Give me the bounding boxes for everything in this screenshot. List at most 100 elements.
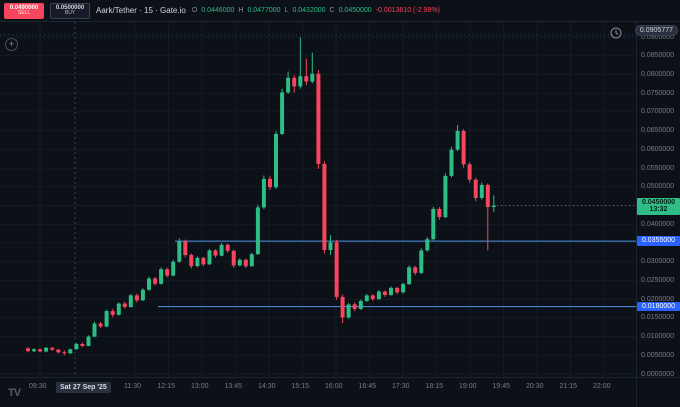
time-tick-label: 21:15 bbox=[559, 383, 578, 390]
candle bbox=[407, 265, 412, 285]
candle bbox=[401, 282, 406, 294]
alert-clock-icon[interactable] bbox=[610, 26, 622, 44]
symbol-title[interactable]: Aark/Tether · 15 · Gate.io bbox=[96, 6, 186, 15]
candle bbox=[292, 75, 297, 93]
price-tick-label: 0.0050000 bbox=[641, 351, 675, 359]
last-price-badge: 0.0450000 13:32 bbox=[637, 197, 680, 215]
candle bbox=[461, 129, 466, 168]
price-tick-label: 0.0900000 bbox=[641, 33, 675, 41]
candle bbox=[195, 256, 200, 268]
candle bbox=[68, 348, 73, 354]
candle bbox=[86, 335, 91, 347]
candle bbox=[322, 161, 327, 254]
candle bbox=[26, 347, 30, 353]
price-tick-label: 0.0150000 bbox=[641, 314, 675, 322]
candle bbox=[110, 308, 115, 318]
alert-price-badge[interactable]: 0.0905777 bbox=[634, 25, 678, 36]
candle bbox=[370, 294, 375, 301]
candle bbox=[219, 242, 224, 257]
candle bbox=[44, 347, 49, 353]
candle bbox=[153, 277, 158, 286]
price-tick-label: 0.0550000 bbox=[641, 164, 675, 172]
candle bbox=[419, 248, 424, 274]
candle bbox=[443, 173, 448, 219]
high-label: H bbox=[238, 7, 244, 14]
candle bbox=[255, 204, 260, 255]
time-tick-label: 13:45 bbox=[224, 383, 243, 390]
candle bbox=[231, 249, 236, 268]
price-tick-label: 0.0300000 bbox=[641, 258, 675, 266]
candle bbox=[92, 321, 97, 338]
price-tick-label: 0.0500000 bbox=[641, 183, 675, 191]
price-tick-label: 0.0600000 bbox=[641, 145, 675, 153]
candle bbox=[280, 88, 285, 136]
candle bbox=[274, 131, 278, 189]
time-tick-label: 19:00 bbox=[459, 383, 477, 390]
level-price-badge[interactable]: 0.0180000 bbox=[637, 301, 680, 312]
buy-button[interactable]: 0.0500000 BUY bbox=[50, 2, 90, 19]
low-value: 0.0432000 bbox=[292, 7, 326, 14]
price-tick-label: 0.0850000 bbox=[641, 52, 675, 60]
time-tick-label: 16:45 bbox=[358, 383, 377, 390]
candle bbox=[268, 176, 272, 190]
tradingview-logo[interactable]: TV bbox=[8, 387, 21, 399]
time-tick-label: 16:00 bbox=[325, 383, 343, 390]
candle bbox=[358, 299, 363, 310]
candle bbox=[473, 177, 478, 201]
candle bbox=[159, 267, 164, 285]
price-tick-label: 0.0750000 bbox=[641, 89, 675, 97]
candle bbox=[140, 288, 145, 301]
candle bbox=[249, 252, 254, 267]
candle bbox=[165, 267, 170, 278]
price-tick-label: 0.0100000 bbox=[641, 333, 675, 341]
candle bbox=[491, 195, 496, 213]
price-tick-label: 0.0700000 bbox=[641, 108, 675, 116]
candle bbox=[334, 240, 339, 300]
candle bbox=[310, 52, 315, 84]
time-tick-label: 12:15 bbox=[157, 383, 176, 390]
candle bbox=[340, 294, 345, 324]
time-tick-label: 11:30 bbox=[124, 383, 141, 390]
price-tick-label: 0.0400000 bbox=[641, 220, 675, 228]
level-price-badge[interactable]: 0.0355000 bbox=[637, 236, 680, 246]
time-axis[interactable]: Sat 27 Sep '25 09:30 11:30 12:15 13:00 13:45… bbox=[0, 377, 637, 407]
candle bbox=[261, 175, 266, 210]
candle bbox=[237, 258, 242, 267]
time-tick-label: 19:45 bbox=[492, 383, 511, 390]
candle bbox=[389, 286, 393, 296]
candle bbox=[62, 350, 67, 356]
low-label: L bbox=[284, 7, 289, 14]
sell-button[interactable]: 0.0490000 SELL bbox=[4, 2, 44, 19]
time-tick-label: 18:15 bbox=[425, 383, 444, 390]
candle bbox=[243, 258, 248, 268]
price-tick-label: 0.0650000 bbox=[641, 127, 675, 135]
time-tick-label: 09:30 bbox=[29, 383, 47, 390]
time-tick-label: 20:30 bbox=[526, 383, 544, 390]
ohlc-legend: O 0.0446000 H 0.0477000 L 0.0432000 C 0.… bbox=[192, 7, 440, 14]
candle bbox=[171, 259, 176, 277]
plus-icon[interactable]: + bbox=[5, 38, 18, 51]
candle bbox=[225, 243, 230, 253]
candle bbox=[304, 58, 309, 86]
candle bbox=[346, 302, 351, 319]
sell-price: 0.0490000 bbox=[9, 5, 39, 11]
candle bbox=[455, 125, 460, 152]
change-value: -0.0013810 (-2.98%) bbox=[375, 7, 440, 14]
time-tick-label: 17:30 bbox=[392, 383, 410, 390]
top-toolbar: 0.0490000 SELL 0.0500000 BUY Aark/Tether… bbox=[0, 0, 680, 22]
candle bbox=[425, 237, 430, 252]
price-tick-label: 0.0250000 bbox=[641, 276, 675, 284]
buy-label: BUY bbox=[64, 10, 76, 16]
date-badge: Sat 27 Sep '25 bbox=[56, 382, 111, 393]
candle bbox=[328, 235, 333, 255]
candle bbox=[413, 265, 418, 276]
candle bbox=[98, 322, 103, 329]
candle bbox=[116, 302, 121, 316]
last-price-value: 0.0450000 bbox=[641, 198, 676, 206]
sell-label: SELL bbox=[17, 10, 31, 16]
time-tick-label: 14:30 bbox=[258, 383, 276, 390]
time-tick-label: 15:15 bbox=[291, 383, 310, 390]
candle bbox=[56, 348, 61, 354]
